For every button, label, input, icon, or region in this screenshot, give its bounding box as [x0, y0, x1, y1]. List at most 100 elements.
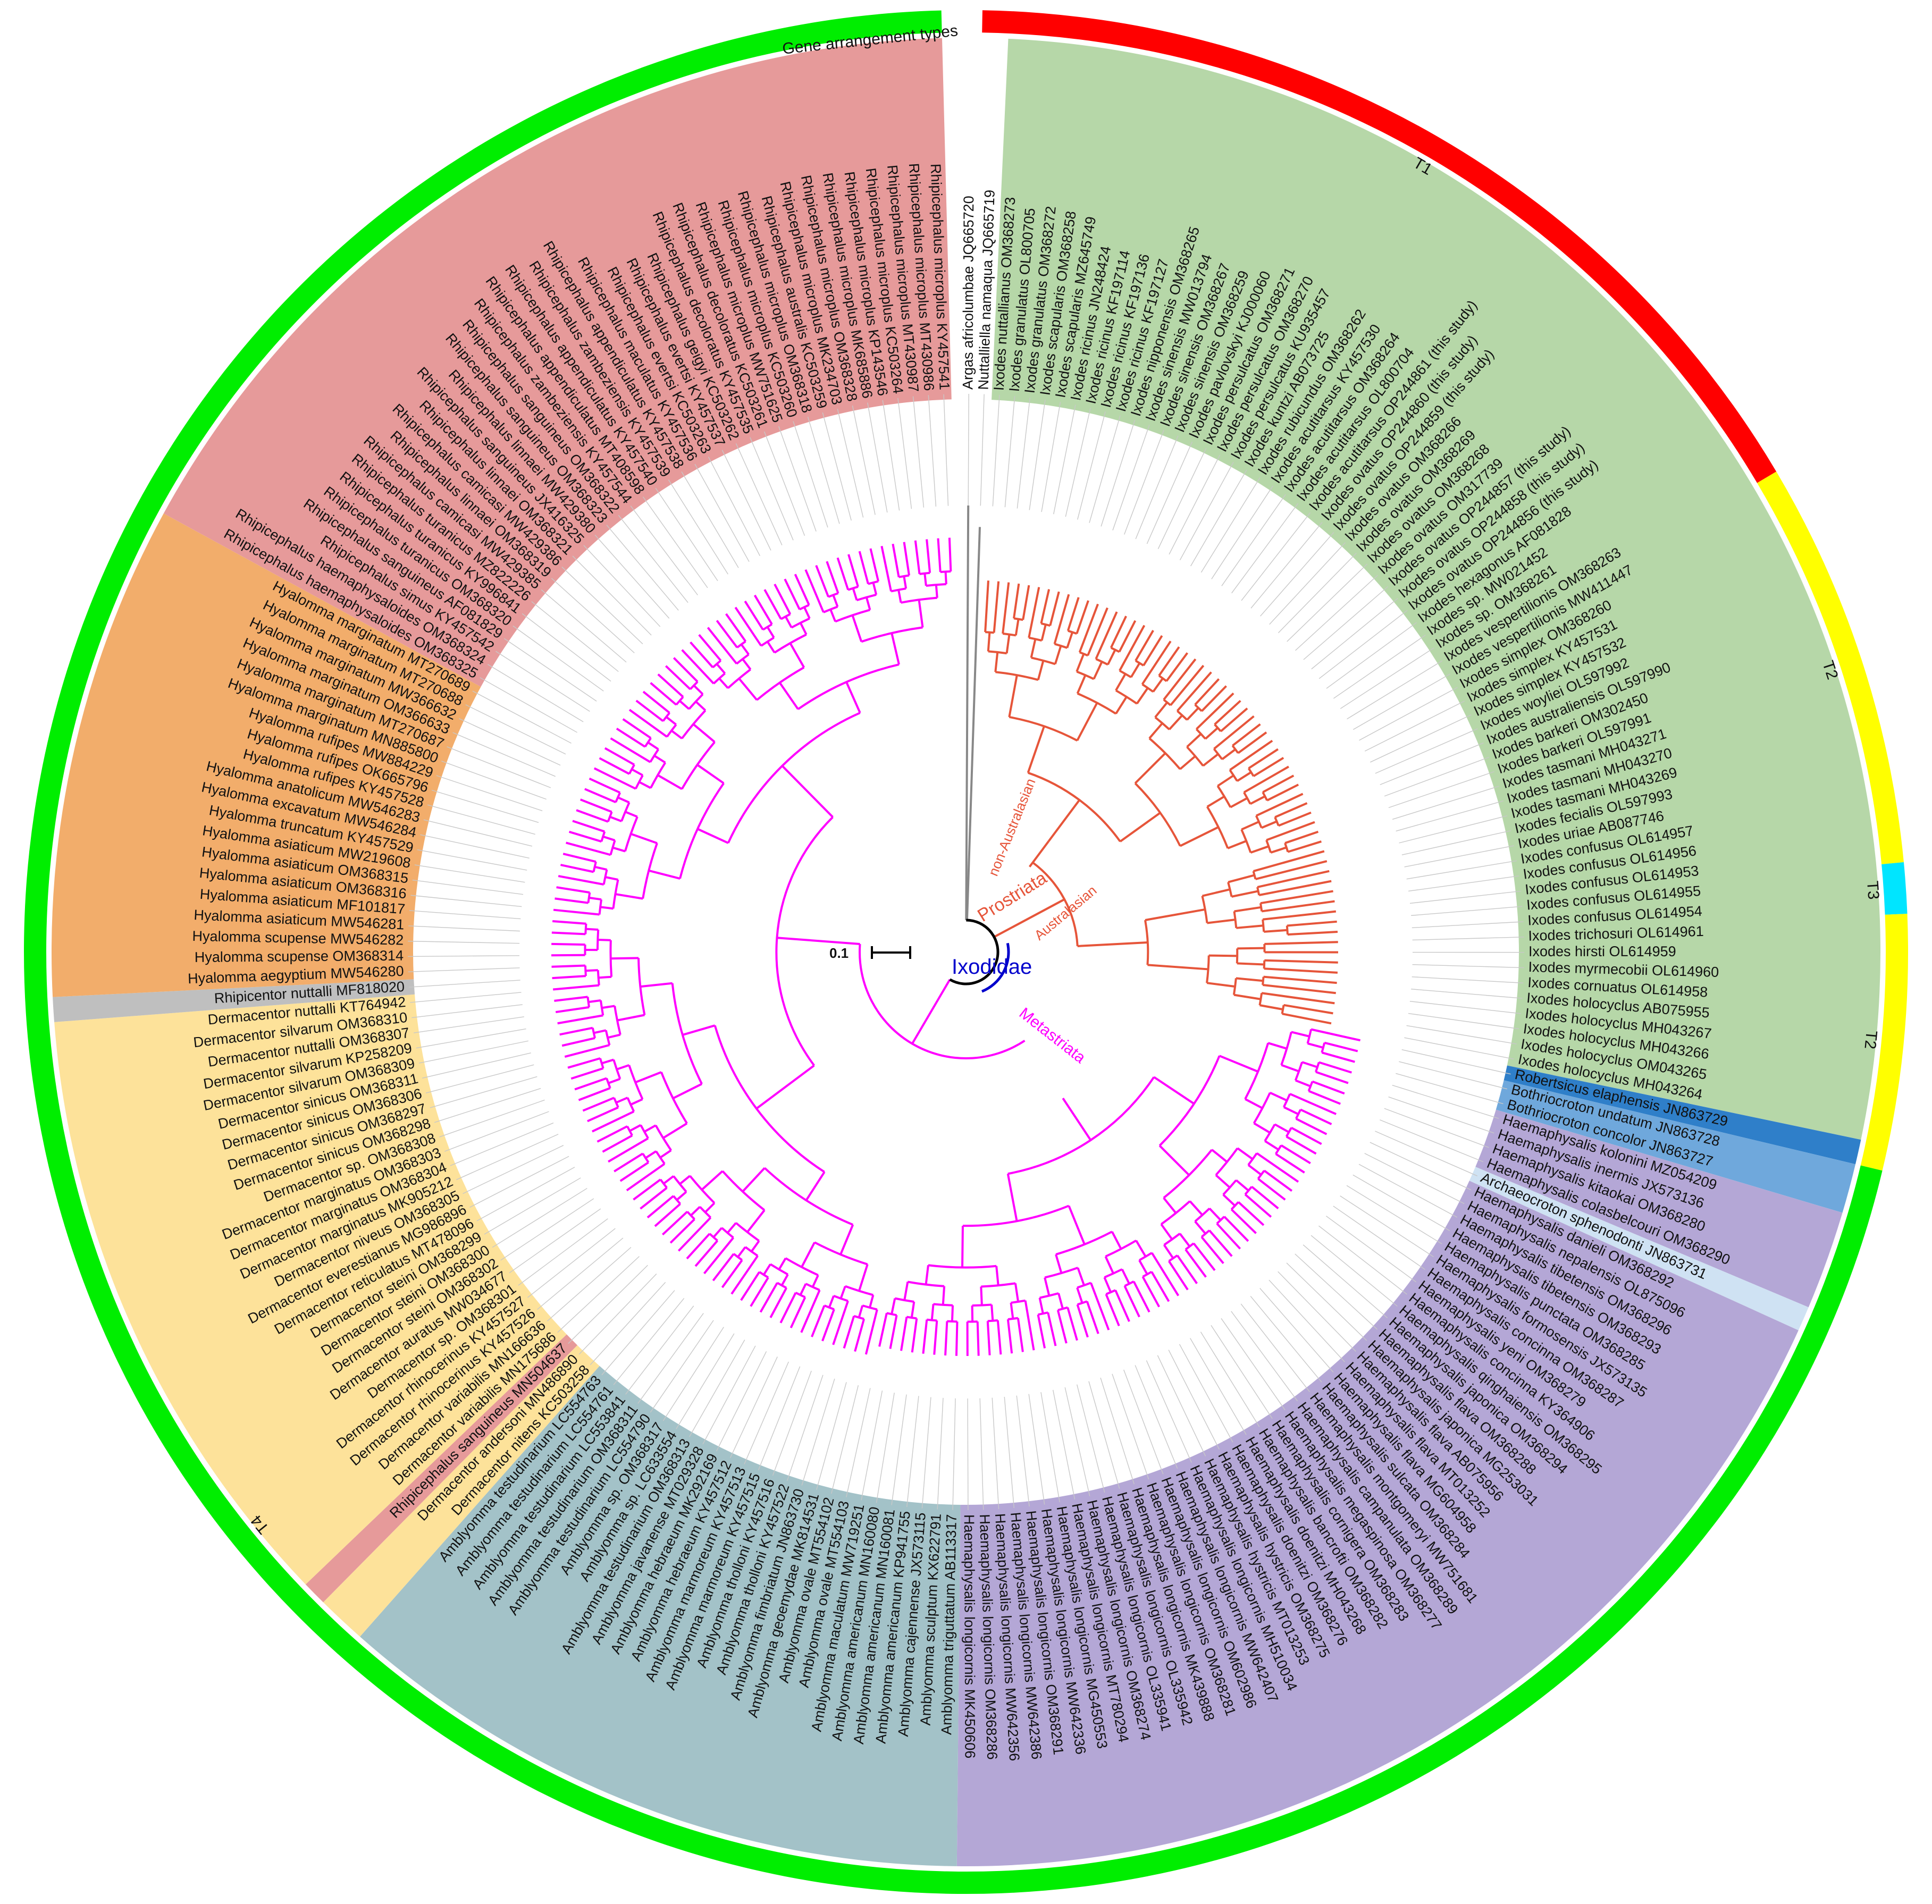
branch — [572, 820, 605, 833]
branch — [1010, 1302, 1014, 1319]
branch-arc — [609, 940, 613, 977]
branch — [566, 841, 611, 856]
branch-arc — [612, 879, 619, 909]
branch-arc — [1105, 1289, 1116, 1295]
tip-leader — [676, 1333, 735, 1429]
tip-leader — [1168, 1350, 1220, 1450]
tip-leader — [1259, 1288, 1334, 1373]
branch — [1289, 1093, 1337, 1115]
branch — [657, 673, 684, 698]
branch — [602, 1134, 633, 1153]
branch-arc — [898, 574, 910, 578]
branch — [922, 1319, 928, 1354]
branch — [1286, 1135, 1317, 1155]
branch — [601, 1058, 614, 1065]
tip-leader — [1409, 890, 1521, 904]
tip-leader — [1392, 1084, 1499, 1119]
tip-leader — [484, 1177, 581, 1235]
branch — [750, 1240, 760, 1252]
tip-leader — [897, 398, 912, 509]
branch-arc — [1232, 978, 1237, 995]
tip-leader — [1241, 512, 1311, 601]
branch-arc — [637, 958, 646, 1015]
branch — [984, 580, 989, 633]
branch — [629, 1124, 642, 1132]
branch-arc — [824, 1304, 835, 1311]
tip-leader — [1221, 1318, 1286, 1411]
tip-leader — [906, 1396, 919, 1507]
branch — [608, 1077, 621, 1084]
branch — [1235, 1179, 1249, 1192]
branch — [1261, 900, 1335, 913]
branch — [880, 545, 893, 592]
branch — [1312, 1080, 1345, 1095]
branch — [630, 832, 658, 845]
branch-arc — [626, 1125, 633, 1136]
branch — [774, 584, 792, 615]
branch — [1024, 1300, 1035, 1351]
branch — [1163, 1244, 1174, 1259]
branch — [799, 622, 808, 635]
tip-label: Argas africolumbae JQ665720 — [960, 196, 977, 390]
branch — [759, 1282, 778, 1313]
branch — [1256, 1152, 1299, 1183]
tip-leader — [1065, 408, 1091, 517]
branch — [1321, 1051, 1355, 1063]
branch — [1148, 722, 1163, 739]
tip-leader — [1190, 469, 1247, 567]
tip-leader — [1408, 875, 1519, 892]
branch — [914, 540, 921, 575]
branch — [1107, 649, 1116, 665]
branch-arc — [972, 1303, 992, 1307]
branch — [852, 588, 858, 601]
tip-leader — [561, 567, 643, 644]
branch — [944, 1321, 948, 1356]
branch — [1221, 748, 1236, 761]
branch — [1006, 1173, 1018, 1221]
branch — [892, 543, 900, 578]
tip-leader — [861, 1390, 883, 1501]
branch — [1250, 845, 1269, 854]
branch — [642, 690, 670, 714]
branch — [659, 1149, 672, 1159]
branch-arc — [1247, 768, 1255, 777]
branch — [1262, 910, 1337, 921]
branch — [1163, 1197, 1177, 1214]
tip-leader — [1004, 1396, 1015, 1509]
branch — [1237, 962, 1265, 966]
branch — [1208, 1229, 1233, 1257]
branch — [763, 589, 782, 620]
branch — [986, 1321, 991, 1355]
tip-leader — [1401, 1049, 1511, 1075]
branch — [1066, 597, 1080, 631]
branch — [1054, 645, 1062, 664]
branch — [1078, 603, 1099, 653]
branch — [567, 1057, 601, 1069]
branch — [1153, 1076, 1195, 1105]
tip-leader — [427, 804, 535, 835]
tip-leader — [928, 395, 937, 507]
branch-arc — [1264, 1124, 1276, 1142]
branch — [628, 709, 668, 738]
branch — [617, 1014, 645, 1022]
branch — [789, 642, 805, 668]
tip-leader — [807, 416, 840, 524]
branch — [574, 1077, 607, 1091]
branch — [1028, 587, 1040, 638]
clade-sector-rhipicephalus — [305, 1334, 577, 1603]
branch — [789, 1296, 807, 1328]
tip-leader — [1200, 1332, 1260, 1427]
branch — [1219, 1055, 1258, 1073]
branch — [1111, 1231, 1122, 1250]
tip-leader — [1278, 552, 1357, 634]
branch — [1284, 830, 1319, 844]
tip-leader — [822, 412, 852, 521]
branch — [1047, 799, 1080, 842]
tip-leader — [1333, 1206, 1425, 1270]
branch — [828, 1295, 835, 1308]
tip-label: Hyalomma scupense OM368314 — [195, 948, 404, 965]
branch — [1300, 1108, 1332, 1125]
branch — [903, 1282, 909, 1301]
branch-arc — [1229, 769, 1238, 782]
gene-type-segment-T2 — [1860, 914, 1908, 1171]
